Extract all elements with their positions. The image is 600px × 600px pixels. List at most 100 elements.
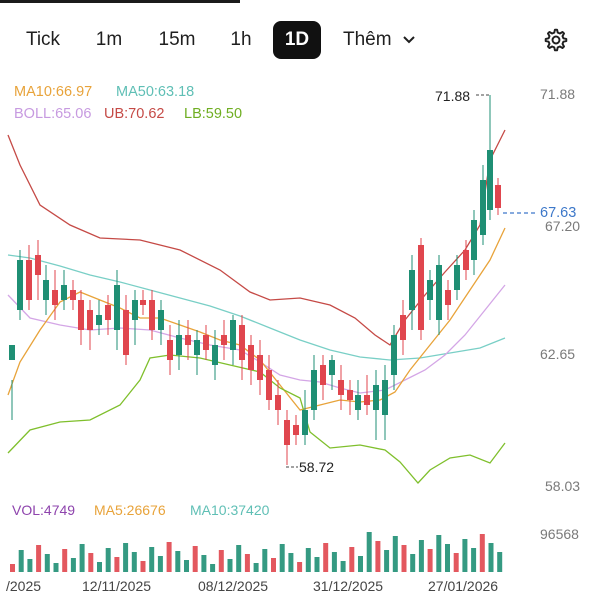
candle bbox=[158, 300, 164, 345]
vol-ma5-indicator: MA5:26676 bbox=[94, 502, 166, 518]
candle bbox=[480, 165, 486, 245]
volume-bar bbox=[79, 544, 85, 572]
volume-bar bbox=[210, 564, 216, 572]
volume-bar bbox=[375, 541, 381, 572]
candle bbox=[355, 380, 361, 420]
date-tick-2: 12/11/2025 bbox=[82, 578, 152, 594]
volume-bar bbox=[18, 550, 24, 572]
candle bbox=[194, 330, 200, 375]
candle bbox=[52, 270, 58, 320]
lb-indicator: LB:59.50 bbox=[184, 106, 243, 122]
candle bbox=[445, 280, 451, 320]
volume-bar bbox=[149, 547, 155, 572]
candle bbox=[382, 365, 388, 440]
volume-bar bbox=[131, 552, 137, 572]
volume-bar bbox=[88, 553, 94, 572]
boll-indicator: BOLL:65.06 bbox=[14, 106, 92, 122]
candle bbox=[248, 335, 254, 385]
volume-bar bbox=[288, 553, 294, 572]
volume-bar bbox=[262, 549, 268, 572]
volume-bar bbox=[253, 563, 259, 572]
candle bbox=[427, 270, 433, 320]
top-divider bbox=[0, 0, 240, 3]
volume-bar bbox=[410, 554, 416, 572]
volume-bar bbox=[297, 562, 303, 572]
ma10-indicator: MA10:66.97 bbox=[14, 84, 93, 100]
volume-bar bbox=[445, 544, 450, 572]
candle bbox=[400, 300, 406, 355]
candle bbox=[436, 255, 442, 335]
tab-1d[interactable]: 1D bbox=[273, 21, 321, 59]
volume-bar bbox=[314, 557, 320, 572]
volume-bar bbox=[105, 548, 111, 572]
candle bbox=[239, 315, 245, 380]
bollinger-upper-line bbox=[7, 129, 506, 346]
candle bbox=[114, 270, 120, 350]
volume-bar bbox=[44, 554, 50, 572]
volume-bar bbox=[227, 559, 233, 572]
volume-bar bbox=[331, 552, 337, 572]
volume-bar bbox=[392, 536, 398, 572]
candle bbox=[61, 270, 67, 310]
candle bbox=[78, 290, 84, 345]
date-tick-1: /2025 bbox=[6, 578, 42, 594]
candle bbox=[87, 300, 93, 350]
tab-tick[interactable]: Tick bbox=[25, 29, 61, 50]
volume-bar bbox=[244, 554, 250, 572]
volume-bar bbox=[201, 555, 207, 572]
volume-bar bbox=[97, 562, 102, 572]
candle bbox=[347, 380, 353, 415]
date-tick-4: 31/12/2025 bbox=[313, 578, 384, 594]
volume-bar bbox=[123, 543, 129, 572]
volume-bar bbox=[427, 549, 433, 572]
candle bbox=[35, 240, 41, 300]
candle bbox=[373, 370, 379, 440]
last-price-label: 67.63 bbox=[540, 205, 577, 221]
candle bbox=[96, 300, 102, 335]
candle bbox=[275, 380, 281, 425]
tab-1m[interactable]: 1m bbox=[95, 29, 123, 50]
gear-icon[interactable] bbox=[543, 27, 569, 53]
volume-bar bbox=[62, 549, 68, 572]
candle bbox=[167, 325, 173, 375]
volume-bar bbox=[323, 543, 329, 572]
volume-bar bbox=[366, 532, 372, 572]
volume-bar bbox=[10, 564, 15, 572]
candle bbox=[185, 320, 191, 360]
date-tick-3: 08/12/2025 bbox=[198, 578, 269, 594]
tab-15m[interactable]: 15m bbox=[158, 29, 196, 50]
ma50-line bbox=[7, 254, 506, 361]
candle bbox=[409, 255, 415, 330]
candle bbox=[471, 210, 477, 275]
ma50-indicator: MA50:63.18 bbox=[116, 84, 195, 100]
candle bbox=[70, 280, 76, 310]
tab-1h[interactable]: 1h bbox=[230, 29, 252, 50]
volume-bar bbox=[140, 561, 146, 572]
bollinger-lower-line bbox=[7, 354, 506, 484]
candle bbox=[17, 250, 23, 320]
volume-bars bbox=[10, 532, 503, 572]
candle bbox=[149, 290, 155, 340]
price-tick-bottom: 58.03 bbox=[545, 478, 581, 494]
candle bbox=[320, 355, 326, 400]
candle bbox=[132, 290, 138, 345]
candle bbox=[463, 240, 469, 280]
candle bbox=[140, 290, 146, 315]
bollinger-middle-line bbox=[7, 284, 506, 394]
candle bbox=[302, 390, 308, 445]
volume-bar bbox=[27, 559, 33, 572]
price-tick-top: 71.88 bbox=[540, 86, 576, 102]
volume-bar bbox=[453, 553, 459, 572]
candle bbox=[284, 410, 290, 465]
candle bbox=[105, 295, 111, 335]
volume-bar bbox=[340, 561, 346, 572]
volume-bar bbox=[349, 547, 355, 572]
volume-bar bbox=[279, 544, 285, 572]
volume-bar bbox=[384, 550, 390, 572]
volume-bar bbox=[271, 558, 276, 572]
more-dropdown[interactable]: Thêm bbox=[343, 21, 415, 59]
volume-bar bbox=[462, 539, 468, 572]
candle bbox=[9, 345, 15, 420]
vol-ma10-indicator: MA10:37420 bbox=[190, 502, 270, 518]
